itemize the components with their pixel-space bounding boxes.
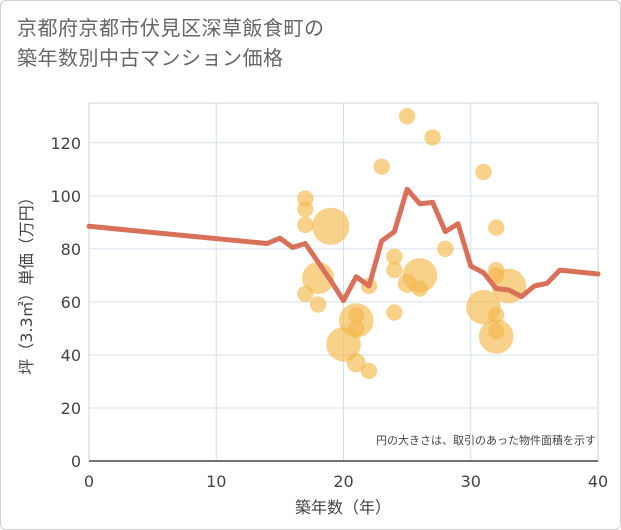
scatter-point [475, 163, 492, 181]
scatter-point [309, 296, 327, 313]
x-tick-label: 40 [588, 472, 608, 491]
bubble-size-note: 円の大きさは、取引のあった物件面積を示す [376, 433, 596, 447]
average-price-line [86, 186, 601, 304]
y-tick-label: 100 [50, 187, 81, 206]
y-tick-label: 60 [61, 293, 81, 312]
y-tick-label: 0 [71, 452, 81, 471]
chart-title-line-2: 築年数別中古マンション価格 [17, 46, 284, 70]
scatter-point [411, 280, 429, 297]
scatter-point [312, 207, 350, 245]
y-tick-label: 20 [61, 399, 81, 418]
scatter-point [398, 108, 416, 125]
scatter-point [478, 319, 514, 354]
chart-title-line-1: 京都府京都市伏見区深草飯食町の [17, 16, 325, 40]
scatter-point [297, 216, 314, 234]
y-tick-label: 120 [50, 134, 81, 153]
scatter-point [488, 219, 505, 236]
x-axis-label: 築年数（年） [295, 498, 391, 517]
scatter-point [424, 129, 441, 146]
y-tick-label: 40 [61, 346, 81, 365]
scatter-point [488, 306, 505, 324]
scatter-point [373, 158, 390, 175]
scatter-point [348, 306, 365, 324]
scatter-point [386, 261, 403, 279]
scatter-point [346, 353, 366, 373]
line-series [86, 186, 601, 304]
x-tick-label: 0 [84, 472, 94, 491]
scatter-point [297, 200, 314, 218]
scatter-point [348, 320, 365, 337]
x-tick-label: 20 [333, 472, 353, 491]
y-axis-label: 坪（3.3㎡）単価（万円） [17, 189, 36, 374]
scatter-point [360, 362, 378, 380]
scatter-point [386, 248, 403, 266]
scatter-point [386, 304, 403, 321]
y-axis-ticks: 0 20 40 60 80 100 120 [50, 134, 81, 471]
x-tick-label: 30 [461, 472, 481, 491]
scatter-point [437, 240, 454, 258]
y-tick-label: 80 [61, 240, 81, 259]
x-axis-ticks: 0 10 20 30 40 [84, 472, 608, 491]
chart-title: 京都府京都市伏見区深草飯食町の 築年数別中古マンション価格 [17, 13, 325, 73]
scatter-point [402, 258, 438, 293]
scatter-series [297, 108, 527, 380]
x-tick-label: 10 [206, 472, 226, 491]
grid-lines [89, 103, 598, 462]
